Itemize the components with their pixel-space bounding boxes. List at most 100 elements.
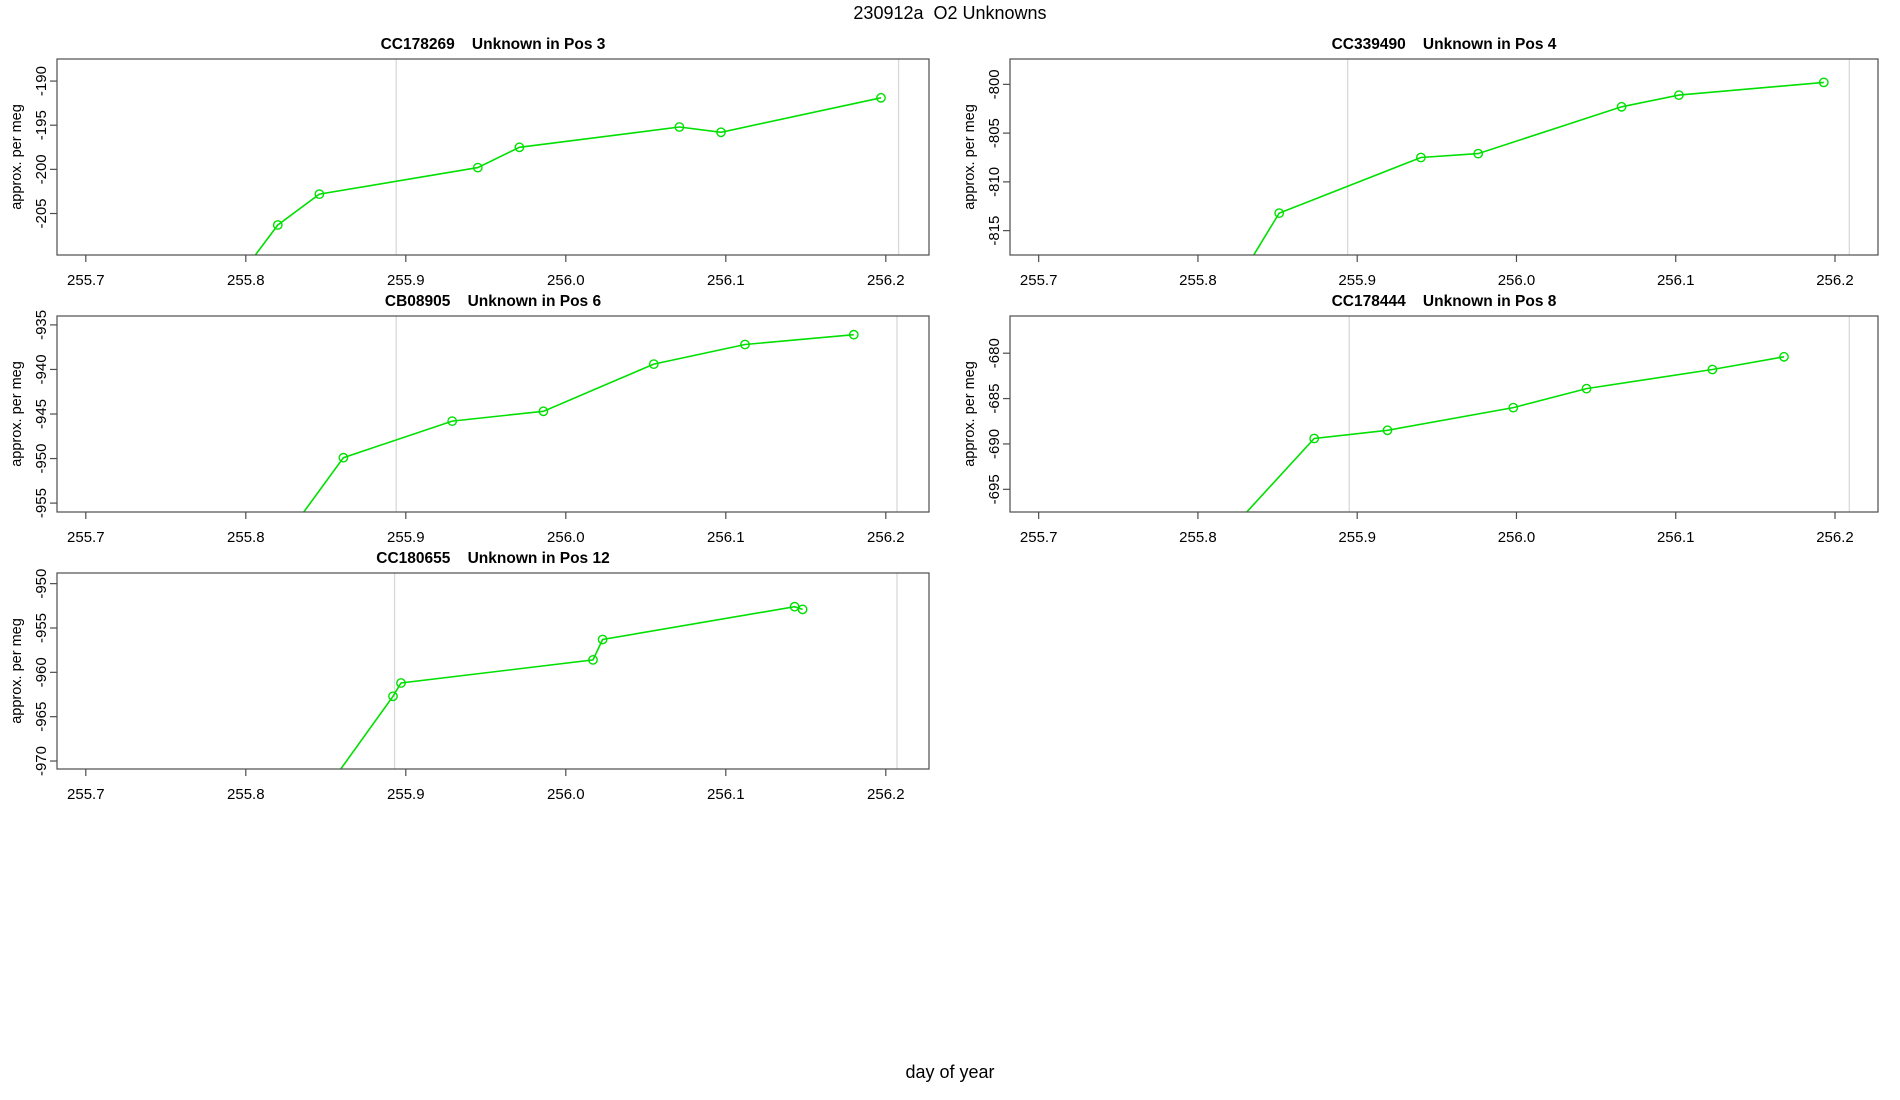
data-point-marker (472, 162, 483, 173)
panel-CC178444: 255.7 255.8 255.9 256.0 256.1 256.2 -695 -690 -6… (962, 293, 1879, 546)
data-point-marker (396, 678, 406, 688)
y-tick-label: -805 (986, 118, 1003, 148)
x-tick-label: 256.1 (1657, 272, 1695, 289)
y-axis-title: approx. per meg (962, 104, 978, 210)
data-point-marker (1707, 364, 1718, 375)
y-tick-label: -970 (33, 746, 50, 776)
y-axis-title: approx. per meg (9, 361, 25, 467)
data-point-marker (848, 329, 859, 340)
data-point-marker (514, 142, 525, 153)
y-tick-label: -190 (33, 66, 50, 96)
x-tick-label: 256.0 (547, 272, 585, 289)
x-tick-label: 256.0 (1498, 529, 1536, 546)
x-tick-label: 256.0 (1498, 272, 1536, 289)
x-tick-label: 255.8 (227, 529, 265, 546)
data-point-marker (314, 189, 325, 200)
x-tick-label: 255.7 (1020, 529, 1058, 546)
plot-box (1009, 315, 1879, 513)
data-point-marker (674, 122, 685, 132)
y-tick-label: -695 (986, 474, 1003, 504)
y-tick-label: -950 (33, 444, 50, 474)
series-line (339, 605, 803, 769)
x-tick-label: 255.9 (387, 786, 425, 803)
x-tick-label: 256.0 (547, 529, 585, 546)
data-point-marker (1581, 383, 1592, 394)
data-point-marker (1508, 402, 1519, 413)
x-tick-label: 256.1 (707, 786, 745, 803)
y-tick-label: -685 (986, 384, 1003, 414)
x-tick-label: 255.7 (67, 272, 105, 289)
x-tick-label: 256.1 (1657, 529, 1695, 546)
x-tick-label: 255.9 (387, 529, 425, 546)
series-line (1245, 356, 1785, 512)
x-tick-label: 255.9 (1338, 529, 1376, 546)
y-tick-label: -960 (33, 657, 50, 687)
y-tick-label: -680 (986, 338, 1003, 368)
panel-CB08905: 255.7 255.8 255.9 256.0 256.1 256.2 -955 -950 -9… (9, 293, 930, 546)
panel-title: CB08905 Unknown in Pos 6 (385, 293, 602, 310)
data-point-marker (597, 634, 608, 645)
x-tick-label: 256.2 (867, 786, 905, 803)
x-axis-label: day of year (905, 1062, 995, 1082)
y-tick-label: -195 (33, 110, 50, 140)
y-tick-label: -815 (986, 216, 1003, 246)
x-tick-label: 255.7 (1020, 272, 1058, 289)
x-tick-label: 256.2 (867, 529, 905, 546)
series-line (1252, 81, 1824, 255)
x-tick-label: 255.7 (67, 529, 105, 546)
y-tick-label: -965 (33, 702, 50, 732)
x-tick-label: 255.9 (387, 272, 425, 289)
data-point-marker (716, 127, 726, 138)
data-point-marker (648, 359, 659, 369)
panel-title: CC178269 Unknown in Pos 3 (381, 36, 606, 53)
x-tick-label: 256.2 (867, 272, 905, 289)
y-tick-label: -940 (33, 354, 50, 384)
data-point-marker (1416, 152, 1426, 163)
y-tick-label: -205 (33, 198, 50, 228)
x-tick-label: 256.2 (1816, 272, 1854, 289)
data-point-marker (1274, 208, 1285, 219)
data-point-marker (740, 339, 750, 350)
x-tick-label: 255.8 (227, 786, 265, 803)
data-point-marker (876, 92, 886, 103)
panel-CC178269: 255.7 255.8 255.9 256.0 256.1 256.2 -205 -200 -1… (9, 36, 930, 289)
y-tick-label: -955 (33, 488, 50, 518)
data-point-marker (1616, 101, 1627, 112)
y-tick-label: -950 (33, 569, 50, 599)
data-point-marker (1674, 90, 1684, 101)
data-point-marker (272, 220, 283, 230)
data-point-marker (338, 452, 349, 463)
panel-title: CC339490 Unknown in Pos 4 (1332, 36, 1557, 53)
panel-title: CC180655 Unknown in Pos 12 (376, 550, 609, 567)
plot-box (1009, 58, 1879, 256)
plot-box (56, 58, 930, 256)
x-tick-label: 256.1 (707, 529, 745, 546)
data-point-marker (1818, 77, 1829, 88)
y-tick-label: -800 (986, 69, 1003, 99)
data-point-marker (1382, 425, 1393, 436)
x-tick-label: 256.1 (707, 272, 745, 289)
x-tick-label: 255.8 (227, 272, 265, 289)
y-axis-title: approx. per meg (9, 618, 25, 724)
data-point-marker (1473, 148, 1484, 159)
panel-CC339490: 255.7 255.8 255.9 256.0 256.1 256.2 -815 -810 -8… (962, 36, 1879, 289)
series-line (254, 97, 882, 255)
x-tick-label: 256.2 (1816, 529, 1854, 546)
y-axis-title: approx. per meg (962, 361, 978, 467)
data-point-marker (388, 691, 398, 702)
plot-box (56, 572, 930, 770)
data-point-marker (1309, 433, 1320, 444)
plot-box (56, 315, 930, 513)
y-tick-label: -935 (33, 310, 50, 340)
x-tick-label: 255.8 (1179, 272, 1217, 289)
data-point-marker (1779, 351, 1789, 362)
data-point-marker (538, 406, 549, 417)
y-tick-label: -690 (986, 429, 1003, 459)
y-tick-label: -945 (33, 399, 50, 429)
y-tick-label: -955 (33, 613, 50, 643)
panel-title: CC178444 Unknown in Pos 8 (1332, 293, 1557, 310)
x-tick-label: 255.8 (1179, 529, 1217, 546)
x-tick-label: 255.7 (67, 786, 105, 803)
